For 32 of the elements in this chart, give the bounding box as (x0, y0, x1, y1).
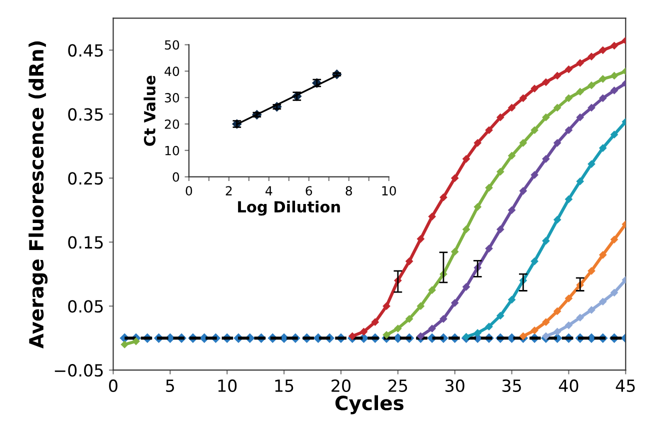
y-tick-label: 0.35 (68, 108, 103, 121)
y-tick-label: 0.25 (68, 172, 103, 185)
y-tick-label: 20 (164, 119, 180, 129)
x-tick-label: 2 (226, 186, 232, 196)
y-tick-label: 0.15 (68, 236, 103, 249)
y-tick-label: 0.05 (68, 300, 103, 313)
x-tick-label: 4 (266, 186, 272, 196)
y-tick-label: 0 (172, 172, 180, 182)
y-tick-label: 30 (164, 93, 180, 102)
x-tick-label: 10 (218, 379, 237, 392)
x-tick-label: 25 (388, 379, 408, 392)
x-tick-label: 0 (186, 186, 192, 196)
x-tick-label: 0 (109, 379, 118, 392)
x-tick-label: 10 (382, 186, 396, 196)
y-axis-title: Ct Value (144, 76, 156, 146)
x-tick-label: 8 (346, 186, 352, 196)
x-tick-label: 40 (558, 379, 578, 392)
y-tick-label: 10 (165, 146, 180, 156)
x-axis-title: Log Dilution (238, 200, 340, 216)
y-tick-label: 40 (164, 66, 180, 76)
x-tick-label: 35 (502, 379, 521, 392)
x-tick-label: 6 (306, 186, 312, 196)
x-tick-label: 5 (166, 380, 174, 392)
y-tick-label: −0.05 (54, 364, 103, 377)
x-tick-label: 45 (616, 380, 635, 392)
y-axis-title: Average Fluorescence (dRn) (28, 41, 48, 348)
y-tick-label: 0.45 (68, 44, 103, 57)
y-tick-label: 50 (164, 40, 180, 50)
x-axis-title: Cycles (335, 395, 404, 414)
x-tick-label: 30 (446, 379, 464, 392)
x-tick-label: 20 (332, 379, 350, 392)
x-tick-label: 15 (275, 380, 294, 392)
